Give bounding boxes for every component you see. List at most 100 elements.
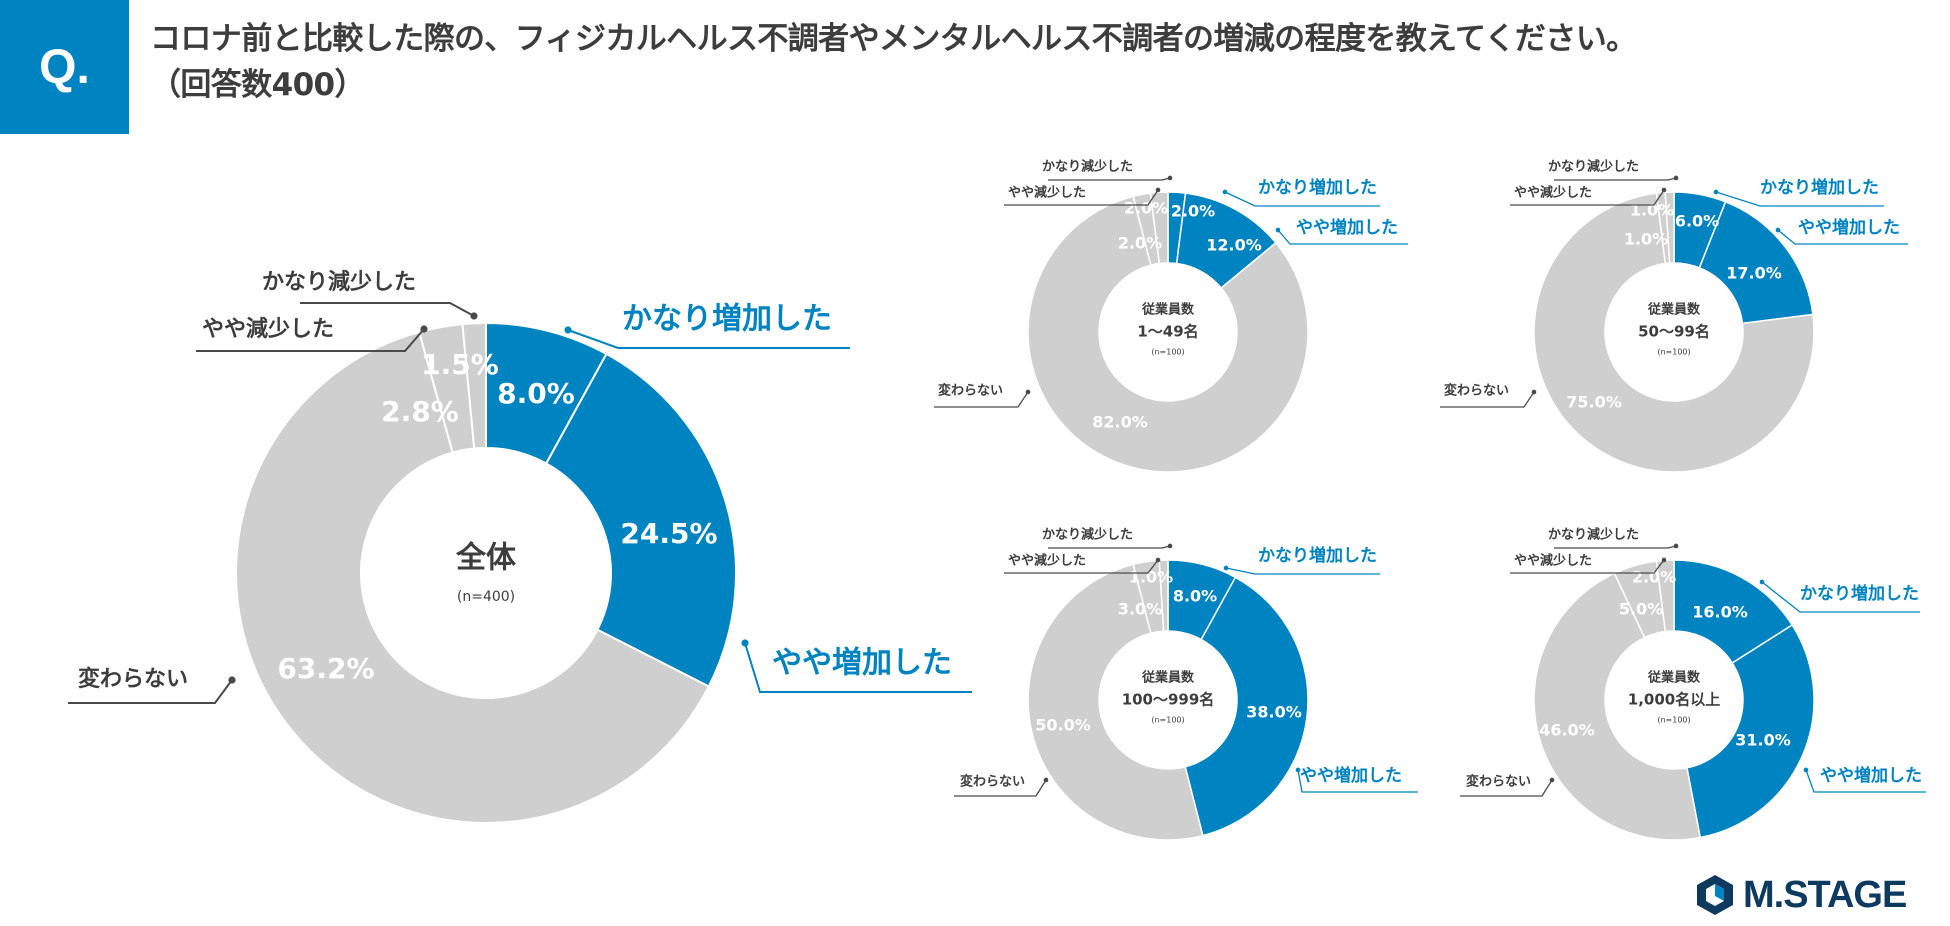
leader-line-total-4 (300, 302, 475, 317)
leader-line-1000plus-1 (1805, 769, 1926, 793)
value-label-1000plus-4: 2.0% (1632, 568, 1676, 587)
leader-line-1-49-2 (934, 391, 1029, 408)
category-label-1000plus-0: かなり増加した (1800, 583, 1919, 604)
leader-line-1000plus-1-dot (1803, 767, 1809, 773)
value-label-total-3: 2.8% (381, 395, 459, 428)
center-note-100-999: (n=100) (1151, 716, 1184, 725)
slice-50-99-4 (1664, 191, 1675, 264)
value-label-50-99-4: 1.0% (1630, 201, 1674, 220)
leader-line-1000plus-4-dot (1673, 543, 1679, 549)
category-label-100-999-2: 変わらない (960, 774, 1025, 790)
category-label-total-4: かなり減少した (262, 270, 416, 295)
leader-line-50-99-0 (1715, 191, 1884, 207)
leader-line-50-99-0-dot (1713, 189, 1719, 195)
value-label-total-4: 1.5% (421, 348, 499, 381)
leader-line-1000plus-0 (1761, 581, 1920, 613)
category-label-total-2: 変わらない (78, 666, 188, 692)
category-label-total-3: やや減少した (202, 317, 334, 342)
center-title-total: 全体 (455, 541, 517, 576)
question-title: コロナ前と比較した際の、フィジカルヘルス不調者やメンタルヘルス不調者の増減の程度… (150, 16, 1940, 108)
leader-line-100-999-4 (1048, 545, 1171, 549)
leader-line-1-49-0-dot (1222, 189, 1228, 195)
leader-line-50-99-1-dot (1775, 227, 1781, 233)
slice-total-4 (461, 321, 487, 450)
question-badge: Q. (0, 0, 129, 134)
leader-line-1000plus-2 (1460, 779, 1553, 797)
leader-line-100-999-1 (1297, 769, 1418, 793)
leader-line-total-1 (744, 642, 972, 693)
brand-logo: M.STAGE (1693, 872, 1907, 918)
leader-line-total-2-dot (228, 676, 236, 684)
leader-line-1000plus-3 (1510, 559, 1665, 574)
category-label-1000plus-3: やや減少した (1514, 553, 1592, 569)
leader-line-1000plus-2-dot (1549, 777, 1555, 783)
category-label-1-49-2: 変わらない (938, 383, 1003, 399)
value-label-1-49-2: 82.0% (1092, 413, 1148, 432)
value-label-50-99-3: 1.0% (1624, 230, 1668, 249)
category-label-100-999-0: かなり増加した (1258, 545, 1377, 566)
value-label-100-999-3: 3.0% (1118, 600, 1162, 619)
category-label-1000plus-2: 変わらない (1466, 774, 1531, 790)
slice-1000plus-1 (1686, 623, 1815, 839)
leader-line-100-999-1-dot (1295, 767, 1301, 773)
category-label-1-49-3: やや減少した (1008, 185, 1086, 201)
value-label-100-999-1: 38.0% (1246, 703, 1302, 722)
slice-total-1 (544, 352, 737, 688)
category-label-1-49-1: やや増加した (1296, 217, 1398, 238)
slice-1-49-2 (1027, 195, 1309, 473)
leader-line-100-999-0 (1225, 567, 1380, 575)
value-label-total-1: 24.5% (620, 517, 717, 550)
category-label-100-999-3: やや減少した (1008, 553, 1086, 569)
leader-line-50-99-3-dot (1661, 187, 1667, 193)
category-label-total-0: かなり増加した (622, 302, 832, 337)
category-label-50-99-0: かなり増加した (1760, 177, 1879, 198)
leader-line-1-49-4 (1048, 177, 1171, 181)
slice-50-99-1 (1698, 200, 1814, 325)
slice-1000plus-2 (1533, 572, 1702, 841)
value-label-100-999-2: 50.0% (1035, 716, 1091, 735)
category-label-50-99-1: やや増加した (1798, 217, 1900, 238)
category-label-1000plus-4: かなり減少した (1548, 527, 1639, 543)
leader-line-1000plus-0-dot (1759, 579, 1765, 585)
center-sub-50-99: 50〜99名 (1638, 323, 1710, 341)
category-label-50-99-2: 変わらない (1444, 383, 1509, 399)
leader-line-total-0-dot (564, 326, 572, 334)
center-title-1-49: 従業員数 (1141, 302, 1195, 318)
value-label-1-49-0: 2.0% (1171, 202, 1215, 221)
leader-line-1000plus-4 (1554, 545, 1677, 549)
slice-50-99-2 (1533, 192, 1815, 473)
leader-line-50-99-4-dot (1673, 175, 1679, 181)
leader-line-50-99-4 (1554, 177, 1677, 181)
value-label-1000plus-1: 31.0% (1735, 731, 1791, 750)
leader-line-100-999-4-dot (1167, 543, 1173, 549)
question-text: コロナ前と比較した際の、フィジカルヘルス不調者やメンタルヘルス不調者の増減の程度… (150, 21, 1637, 57)
leader-line-50-99-2-dot (1531, 389, 1537, 395)
leader-line-100-999-2 (954, 779, 1047, 797)
category-label-1000plus-1: やや増加した (1820, 765, 1922, 786)
leader-line-1-49-0 (1224, 191, 1380, 207)
leader-line-1000plus-3-dot (1661, 557, 1667, 563)
center-sub-1000plus: 1,000名以上 (1628, 691, 1720, 709)
leader-line-1-49-1 (1277, 229, 1408, 245)
leader-line-1-49-2-dot (1025, 389, 1031, 395)
leader-line-100-999-3 (1004, 559, 1159, 574)
value-label-50-99-0: 6.0% (1675, 212, 1719, 231)
leader-line-total-3-dot (420, 325, 428, 333)
brand-name: M.STAGE (1743, 873, 1907, 916)
value-label-1-49-4: 2.0% (1124, 199, 1168, 218)
value-label-100-999-0: 8.0% (1173, 587, 1217, 606)
center-note-1000plus: (n=100) (1657, 716, 1690, 725)
slice-100-999-4 (1158, 559, 1169, 632)
leader-line-1-49-1-dot (1275, 227, 1281, 233)
category-label-1-49-4: かなり減少した (1042, 159, 1133, 175)
value-label-50-99-2: 75.0% (1566, 393, 1622, 412)
brand-hexagon-icon (1697, 875, 1733, 915)
leader-line-50-99-1 (1777, 229, 1908, 245)
center-title-1000plus: 従業員数 (1647, 670, 1701, 686)
value-label-1-49-3: 2.0% (1118, 234, 1162, 253)
center-sub-1-49: 1〜49名 (1137, 323, 1198, 341)
value-label-1000plus-0: 16.0% (1692, 603, 1748, 622)
leader-line-1-49-3 (1004, 189, 1159, 206)
leader-line-50-99-2 (1440, 391, 1535, 408)
